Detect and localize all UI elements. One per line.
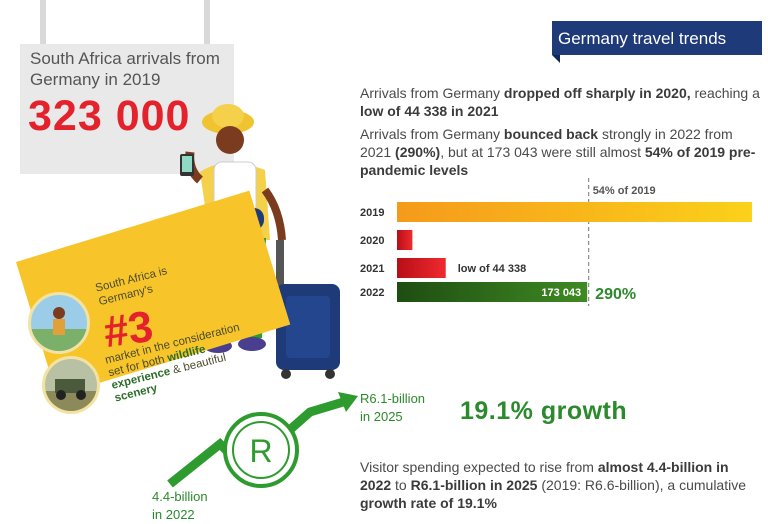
safari-photo	[42, 356, 100, 414]
label-2022: 4.4-billion in 2022	[152, 489, 208, 522]
growth-headline: 19.1% growth	[460, 397, 628, 425]
category-label: 2020	[360, 235, 384, 247]
data-label-2021: low of 44 338	[458, 263, 526, 275]
bar-2021	[397, 258, 446, 278]
bar-2019	[397, 202, 752, 222]
rand-symbol: R	[249, 433, 272, 469]
sign-cord-right	[204, 0, 210, 48]
growth-annotation: 290%	[595, 286, 636, 303]
rand-coin-icon: R	[223, 412, 299, 488]
heading-tab	[552, 21, 762, 63]
heading-title: Germany travel trends	[558, 29, 727, 48]
category-label: 2022	[360, 287, 384, 299]
sign-title: South Africa arrivals from Germany in 20…	[30, 49, 220, 89]
arrivals-sign	[20, 44, 234, 174]
intro-paragraph-1: Arrivals from Germany dropped off sharpl…	[360, 85, 760, 119]
hiker-photo	[28, 292, 90, 354]
sign-number: 323 000	[28, 92, 191, 140]
sign-cord-left	[40, 0, 46, 48]
intro-paragraph-2: Arrivals from Germany bounced back stron…	[360, 126, 756, 178]
label-2025: R6.1-billion in 2025	[360, 391, 426, 424]
spending-paragraph: Visitor spending expected to rise from a…	[360, 459, 746, 511]
category-label: 2019	[360, 207, 384, 219]
reference-line-label: 54% of 2019	[593, 185, 656, 197]
bar-2020	[397, 230, 413, 250]
data-label-2022: 173 043	[541, 287, 581, 299]
category-label: 2021	[360, 263, 384, 275]
bar-2022	[397, 282, 588, 302]
arrivals-bar-chart: 54% of 2019 2019 2020 2021 low of 44 338 2022…	[360, 178, 752, 306]
